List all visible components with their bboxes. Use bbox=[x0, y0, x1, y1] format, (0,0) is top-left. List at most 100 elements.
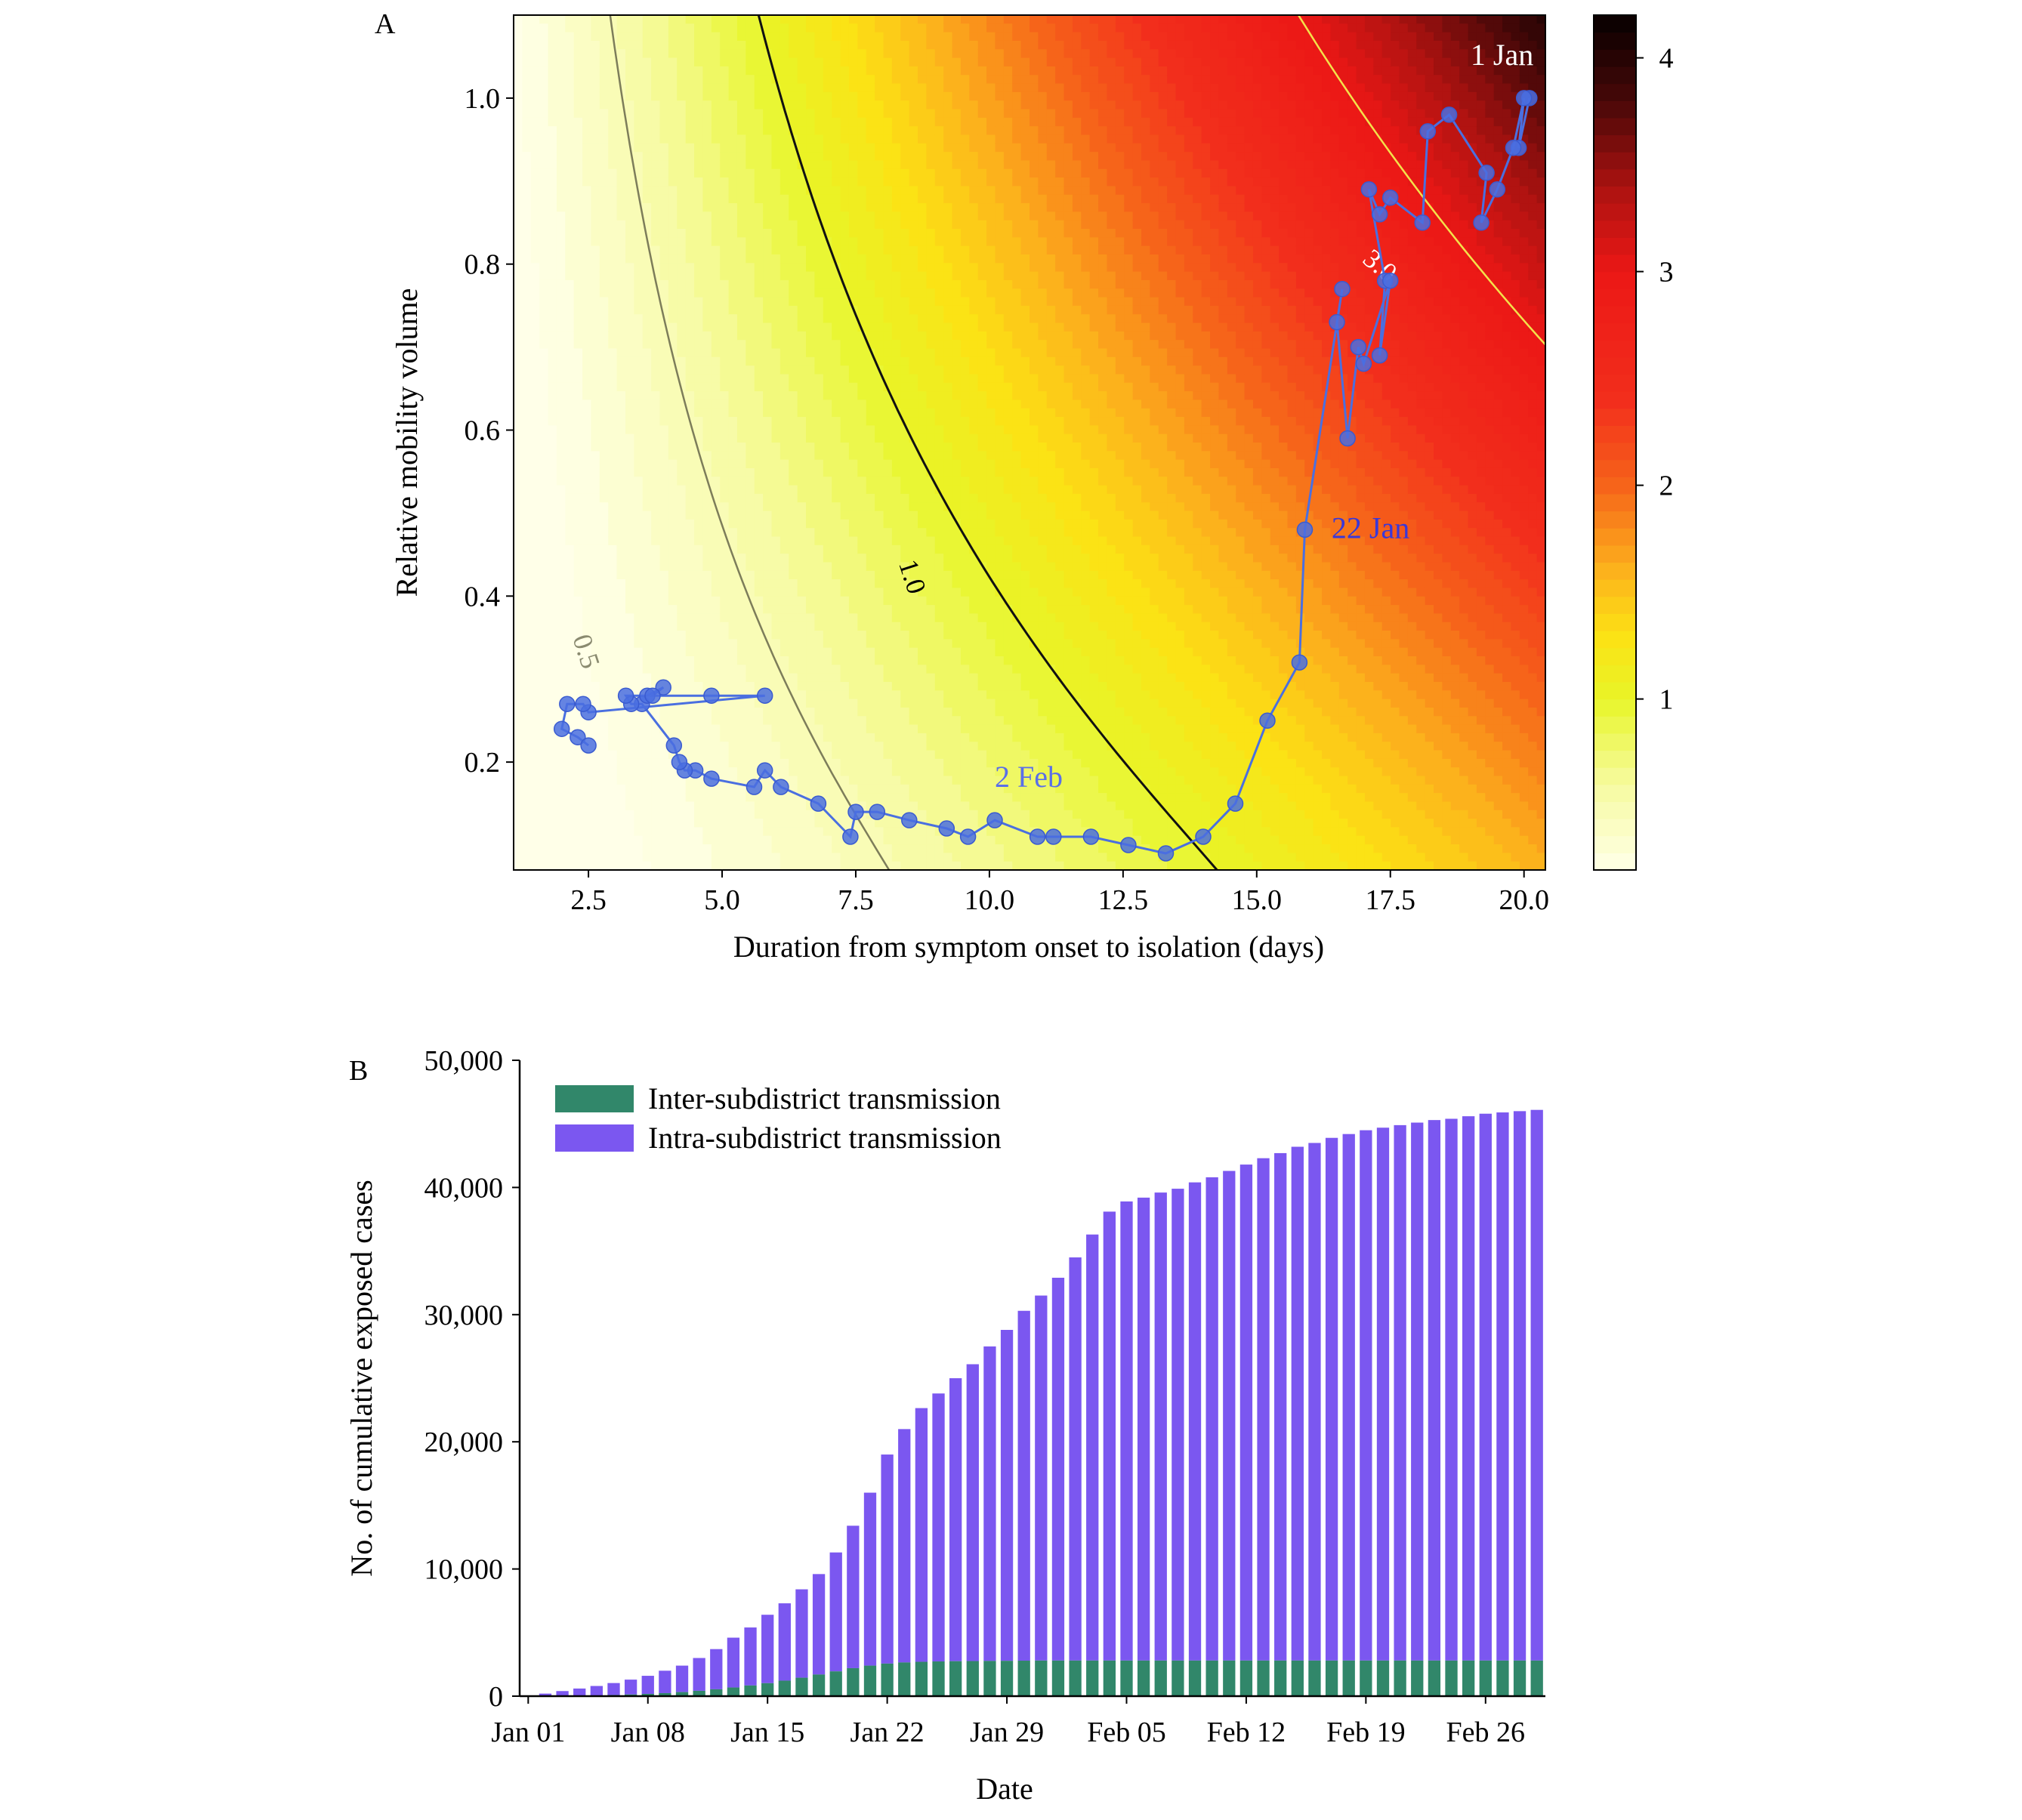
heatmap-cell bbox=[616, 801, 626, 811]
heatmap-cell bbox=[634, 408, 644, 418]
heatmap-cell bbox=[651, 425, 661, 435]
heatmap-cell bbox=[634, 613, 644, 623]
heatmap-cell bbox=[848, 340, 858, 350]
heatmap-cell bbox=[514, 177, 523, 187]
heatmap-cell bbox=[926, 23, 936, 33]
heatmap-cell bbox=[616, 784, 626, 794]
heatmap-cell bbox=[909, 374, 918, 384]
heatmap-cell bbox=[840, 23, 850, 33]
heatmap-cell bbox=[883, 177, 893, 187]
heatmap-cell bbox=[891, 707, 901, 717]
heatmap-cell bbox=[573, 194, 583, 204]
heatmap-cell bbox=[736, 75, 746, 85]
heatmap-cell bbox=[866, 528, 875, 538]
heatmap-cell bbox=[789, 750, 798, 760]
heatmap-cell bbox=[694, 134, 704, 144]
heatmap-cell bbox=[823, 203, 832, 212]
heatmap-cell bbox=[832, 271, 841, 281]
heatmap-cell bbox=[677, 237, 687, 247]
heatmap-cell bbox=[754, 399, 764, 409]
heatmap-cell bbox=[608, 613, 618, 623]
heatmap-cell bbox=[789, 66, 798, 76]
heatmap-cell bbox=[779, 356, 789, 366]
heatmap-cell bbox=[832, 716, 841, 726]
heatmap-cell bbox=[857, 23, 867, 33]
heatmap-cell bbox=[891, 203, 901, 212]
heatmap-cell bbox=[634, 681, 644, 691]
heatmap-cell bbox=[806, 596, 816, 606]
heatmap-cell bbox=[514, 66, 523, 76]
heatmap-cell bbox=[522, 588, 532, 597]
heatmap-cell bbox=[522, 733, 532, 742]
heatmap-cell bbox=[806, 801, 816, 811]
heatmap-cell bbox=[771, 459, 781, 469]
heatmap-cell bbox=[677, 408, 687, 418]
heatmap-cell bbox=[634, 596, 644, 606]
heatmap-cell bbox=[771, 100, 781, 110]
heatmap-cell bbox=[736, 271, 746, 281]
heatmap-cell bbox=[616, 40, 626, 50]
heatmap-cell bbox=[866, 194, 875, 204]
heatmap-cell bbox=[642, 220, 652, 230]
heatmap-cell bbox=[625, 596, 634, 606]
heatmap-cell bbox=[926, 639, 936, 649]
heatmap-cell bbox=[694, 459, 704, 469]
heatmap-cell bbox=[832, 391, 841, 400]
heatmap-cell bbox=[616, 237, 626, 247]
heatmap-cell bbox=[685, 109, 695, 119]
heatmap-cell bbox=[677, 502, 687, 512]
heatmap-cell bbox=[582, 152, 592, 162]
heatmap-cell bbox=[900, 49, 910, 59]
heatmap-cell bbox=[694, 631, 704, 640]
heatmap-cell bbox=[642, 186, 652, 196]
heatmap-cell bbox=[556, 314, 566, 324]
heatmap-cell bbox=[685, 305, 695, 315]
heatmap-cell bbox=[659, 382, 669, 392]
heatmap-cell bbox=[789, 579, 798, 589]
heatmap-cell bbox=[642, 152, 652, 162]
heatmap-cell bbox=[883, 784, 893, 794]
heatmap-cell bbox=[789, 485, 798, 495]
heatmap-cell bbox=[616, 835, 626, 845]
heatmap-cell bbox=[934, 279, 944, 289]
heatmap-cell bbox=[736, 66, 746, 76]
heatmap-cell bbox=[659, 340, 669, 350]
heatmap-cell bbox=[565, 536, 575, 546]
heatmap-cell bbox=[934, 40, 944, 50]
heatmap-cell bbox=[625, 100, 634, 110]
heatmap-cell bbox=[599, 733, 609, 742]
heatmap-cell bbox=[857, 57, 867, 67]
heatmap-cell bbox=[659, 331, 669, 341]
heatmap-cell bbox=[883, 742, 893, 751]
heatmap-cell bbox=[591, 399, 600, 409]
heatmap-cell bbox=[573, 613, 583, 623]
heatmap-cell bbox=[771, 570, 781, 580]
heatmap-cell bbox=[591, 699, 600, 708]
heatmap-cell bbox=[728, 588, 738, 597]
heatmap-cell bbox=[771, 554, 781, 563]
heatmap-cell bbox=[642, 801, 652, 811]
heatmap-cell bbox=[918, 340, 927, 350]
heatmap-cell bbox=[736, 665, 746, 674]
heatmap-cell bbox=[857, 152, 867, 162]
heatmap-cell bbox=[599, 220, 609, 230]
heatmap-cell bbox=[736, 724, 746, 734]
heatmap-cell bbox=[685, 322, 695, 332]
heatmap-cell bbox=[806, 570, 816, 580]
heatmap-cell bbox=[694, 117, 704, 127]
heatmap-cell bbox=[599, 536, 609, 546]
heatmap-cell bbox=[754, 194, 764, 204]
heatmap-cell bbox=[797, 665, 807, 674]
heatmap-cell bbox=[677, 784, 687, 794]
heatmap-cell bbox=[789, 681, 798, 691]
heatmap-cell bbox=[539, 528, 549, 538]
heatmap-cell bbox=[875, 211, 884, 221]
heatmap-cell bbox=[771, 237, 781, 247]
heatmap-cell bbox=[616, 220, 626, 230]
heatmap-cell bbox=[823, 656, 832, 665]
heatmap-cell bbox=[857, 451, 867, 461]
heatmap-cell bbox=[685, 536, 695, 546]
heatmap-cell bbox=[711, 109, 721, 119]
heatmap-cell bbox=[539, 194, 549, 204]
heatmap-cell bbox=[668, 279, 678, 289]
